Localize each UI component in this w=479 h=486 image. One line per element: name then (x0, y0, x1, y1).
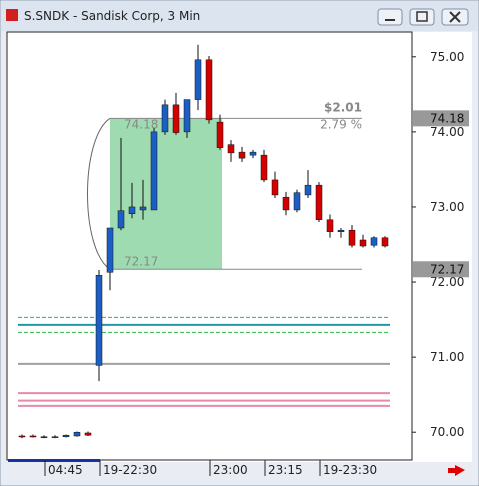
y-tick-label: 75.00 (430, 50, 464, 64)
x-tick-label: 19-23:30 (323, 463, 377, 477)
window-title: S.SNDK - Sandisk Corp, 3 Min (24, 9, 200, 23)
y-tick-label: 73.00 (430, 200, 464, 214)
close-glyph (449, 11, 461, 23)
measure-arc (87, 117, 111, 270)
candle-body (282, 196, 290, 211)
measure-label: 74.18 (124, 117, 158, 131)
candle-body (337, 229, 345, 232)
candle-body (205, 59, 213, 121)
maximize-glyph (416, 11, 428, 22)
price-tag-label: 74.18 (430, 111, 464, 125)
candle-body (128, 206, 136, 214)
candle-body (183, 99, 191, 133)
candle-body (238, 151, 246, 159)
candle-body (40, 436, 48, 438)
app-icon (6, 9, 18, 21)
candle-body (106, 227, 114, 273)
y-tick-label: 72.00 (430, 275, 464, 289)
candle-body (117, 210, 125, 229)
candle-body (293, 192, 301, 211)
candle-body (381, 237, 389, 247)
measure-label: 72.17 (124, 254, 158, 268)
candle-body (271, 179, 279, 196)
maximize-button[interactable] (409, 8, 435, 26)
measure-box (110, 118, 222, 270)
scroll-bar (8, 459, 100, 462)
candle-body (194, 59, 202, 100)
candle-body (51, 436, 59, 438)
candle-body (348, 229, 356, 246)
candle-body (359, 239, 367, 247)
x-tick-label: 19-22:30 (103, 463, 157, 477)
price-tag (413, 261, 469, 278)
candle-body (62, 434, 70, 437)
candle-body (304, 184, 312, 196)
scroll-arrow[interactable] (448, 465, 465, 476)
candle-body (139, 206, 147, 211)
chart-area (7, 32, 472, 462)
candle-body (370, 237, 378, 246)
price-tag (413, 110, 469, 127)
y-tick-label: 74.00 (430, 125, 464, 139)
candle-body (260, 154, 268, 181)
candle-body (249, 151, 257, 156)
candle-body (326, 219, 334, 232)
y-tick-label: 70.00 (430, 425, 464, 439)
candle-body (29, 435, 37, 438)
measure-change: $2.01 (324, 100, 362, 114)
candle-body (216, 121, 224, 148)
minimize-button[interactable] (377, 8, 403, 26)
candle-body (95, 275, 103, 366)
price-tag-label: 72.17 (430, 262, 464, 276)
candle-body (18, 435, 26, 438)
candle-body (315, 184, 323, 220)
measure-percent: 2.79 % (320, 117, 362, 131)
candle-body (227, 144, 235, 154)
candle-body (84, 432, 92, 436)
candle-body (161, 104, 169, 133)
candle-body (172, 104, 180, 133)
x-tick-label: 04:45 (48, 463, 83, 477)
candle-body (150, 131, 158, 211)
x-tick-label: 23:00 (213, 463, 248, 477)
candle-body (73, 431, 81, 437)
x-tick-label: 23:15 (268, 463, 303, 477)
y-tick-label: 71.00 (430, 350, 464, 364)
